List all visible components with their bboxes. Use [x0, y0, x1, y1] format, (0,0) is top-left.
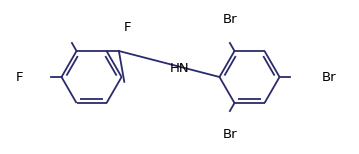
- Text: Br: Br: [223, 128, 237, 141]
- Text: F: F: [16, 71, 23, 83]
- Text: Br: Br: [321, 71, 336, 83]
- Text: Br: Br: [223, 13, 237, 26]
- Text: HN: HN: [170, 62, 189, 75]
- Text: F: F: [124, 21, 131, 34]
